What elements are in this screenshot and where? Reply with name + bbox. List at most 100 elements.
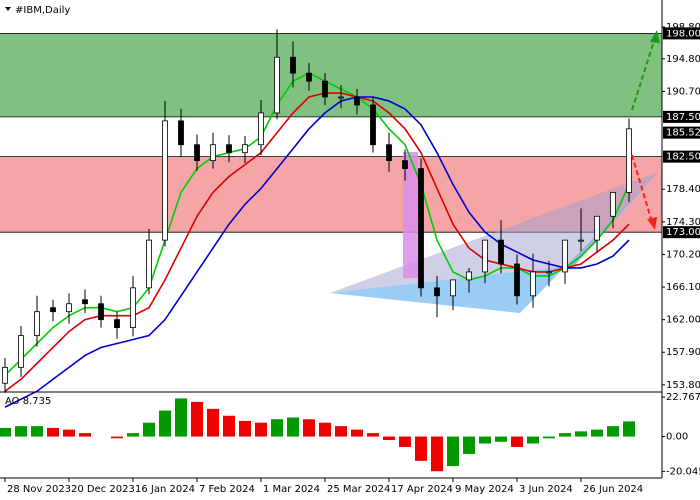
- y-tick-label: 157.90: [666, 347, 700, 358]
- ao-bar: [607, 426, 619, 437]
- candle-body: [34, 311, 40, 336]
- candle-body: [610, 192, 616, 217]
- candle-body: [322, 80, 328, 98]
- ao-bar: [15, 426, 27, 437]
- ao-bar: [31, 426, 43, 437]
- ao-bar: [559, 433, 571, 437]
- y-tick-label: 178.40: [666, 184, 700, 195]
- candle-body: [514, 263, 520, 297]
- ao-bar: [319, 422, 331, 437]
- ao-bar: [335, 426, 347, 437]
- candle-body: [626, 128, 632, 193]
- candle-body: [258, 112, 264, 146]
- down-arrow: [631, 154, 653, 223]
- last-price-label: 185.52: [666, 128, 700, 139]
- candle-body: [162, 120, 168, 241]
- moving-average: [4, 92, 630, 392]
- x-tick-label: 26 Jun 2024: [583, 484, 643, 495]
- candle-body: [82, 299, 88, 305]
- moving-average: [4, 72, 630, 376]
- last-price-box: [663, 126, 700, 139]
- down-arrow-head: [647, 217, 657, 230]
- ao-bar: [383, 436, 395, 441]
- candle-body: [226, 144, 232, 154]
- x-tick-label: 7 Feb 2024: [199, 484, 255, 495]
- candle-body: [386, 144, 392, 162]
- candle-body: [482, 239, 488, 273]
- level-label-box: [663, 110, 700, 123]
- up-arrow: [631, 37, 656, 111]
- candle-body: [306, 72, 312, 82]
- candle-body: [2, 366, 8, 384]
- candle-body: [210, 144, 216, 162]
- ao-bar: [575, 431, 587, 437]
- x-tick-label: 3 Jun 2024: [519, 484, 573, 495]
- candle-body: [578, 239, 584, 242]
- candle-body: [290, 56, 296, 74]
- candle-body: [146, 239, 152, 289]
- ao-bar: [479, 436, 491, 444]
- level-label: 173.00: [666, 227, 700, 238]
- x-tick-label: 1 Mar 2024: [263, 484, 320, 495]
- x-tick-label: 17 Apr 2024: [391, 484, 453, 495]
- y-tick-label: 194.80: [666, 54, 700, 65]
- y-tick-label: 198.80: [666, 22, 700, 33]
- ao-bar: [63, 429, 75, 437]
- ao-label: AO 8.735: [5, 396, 51, 407]
- y-tick-label: 166.10: [666, 282, 700, 293]
- ao-bar: [271, 419, 283, 437]
- candle-body: [98, 303, 104, 321]
- menu-icon: [5, 7, 11, 11]
- y-tick-label: -20.045: [666, 466, 700, 477]
- candle-body: [562, 239, 568, 273]
- candle-body: [194, 144, 200, 162]
- ao-bar: [463, 436, 475, 454]
- candle-body: [50, 307, 56, 313]
- x-tick-label: 20 Dec 2023: [71, 484, 135, 495]
- ao-bar: [511, 436, 523, 447]
- x-tick-label: 16 Jan 2024: [135, 484, 195, 495]
- ao-bar: [287, 417, 299, 437]
- ao-bar: [415, 436, 427, 461]
- ao-bar: [175, 398, 187, 437]
- x-tick-label: 9 May 2024: [455, 484, 514, 495]
- ao-bar: [207, 408, 219, 437]
- candle-body: [242, 144, 248, 154]
- candle-body: [130, 287, 136, 328]
- level-label: 187.50: [666, 112, 700, 123]
- candle-body: [546, 271, 552, 274]
- ao-bar: [543, 436, 555, 439]
- y-tick-label: 162.00: [666, 315, 700, 326]
- ao-bar: [191, 401, 203, 437]
- ao-bar: [79, 433, 91, 437]
- ao-bar: [0, 427, 11, 437]
- y-tick-label: 170.20: [666, 249, 700, 260]
- ao-bar: [223, 415, 235, 437]
- ao-bar: [447, 436, 459, 467]
- y-tick-label: 0.00: [666, 432, 688, 443]
- level-label-box: [663, 27, 700, 40]
- ao-bar: [399, 436, 411, 447]
- level-label-box: [663, 226, 700, 239]
- drop-marker: [403, 152, 418, 278]
- candle-body: [370, 104, 376, 146]
- ao-bar: [111, 436, 123, 439]
- candle-body: [114, 319, 120, 328]
- ao-bar: [591, 429, 603, 437]
- candle-body: [66, 303, 72, 313]
- candle-body: [274, 56, 280, 114]
- moving-average: [4, 96, 630, 408]
- chart-title: #IBM,Daily: [15, 5, 70, 16]
- x-tick-label: 25 Mar 2024: [327, 484, 390, 495]
- candle-body: [498, 239, 504, 265]
- ao-bar: [623, 421, 635, 437]
- candle-body: [466, 271, 472, 281]
- y-tick-label: 174.30: [666, 217, 700, 228]
- ao-bar: [431, 436, 443, 472]
- ao-bar: [47, 427, 59, 437]
- y-tick-label: 22.767: [666, 392, 700, 403]
- candle-body: [434, 287, 440, 297]
- candle-body: [450, 279, 456, 297]
- ao-bar: [527, 436, 539, 444]
